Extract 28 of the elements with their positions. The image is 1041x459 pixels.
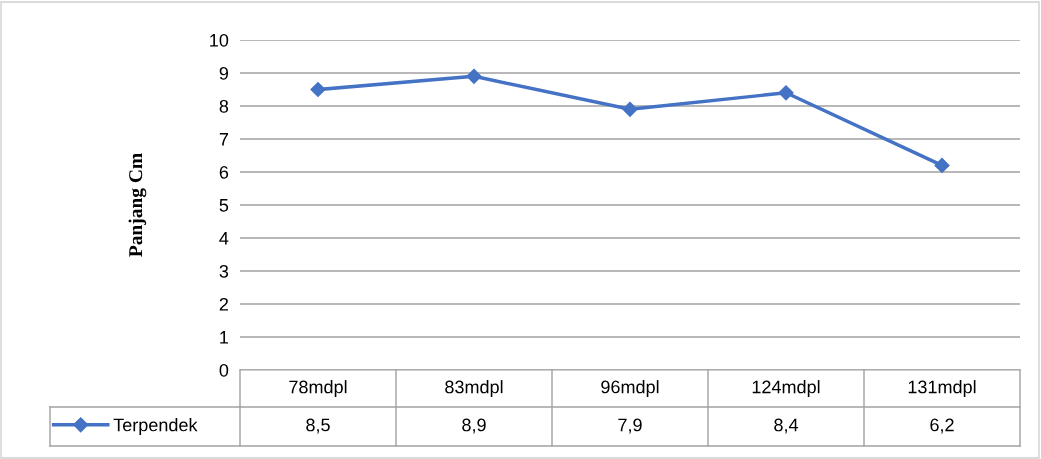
y-tick-label: 5 <box>219 199 229 212</box>
point <box>778 85 794 101</box>
data-label: 7,9 <box>618 418 642 434</box>
data-label: 6,2 <box>930 418 954 434</box>
legend-label: Terpendek <box>113 418 198 435</box>
y-tick-label: 6 <box>219 165 229 179</box>
x-tick-label: 131mdpl <box>908 380 976 397</box>
y-tick-label: 3 <box>219 264 229 278</box>
data-label: 8,5 <box>306 418 330 434</box>
data-label: 8,4 <box>774 418 799 434</box>
x-tick-label: 83mdpl <box>445 380 503 397</box>
point <box>310 81 326 98</box>
data-label: 8,9 <box>462 418 486 434</box>
x-tick-label: 124mdpl <box>752 380 820 397</box>
x-tick-label: 96mdpl <box>601 380 659 397</box>
x-tick-label: 78mdpl <box>289 380 347 397</box>
y-tick-label: 10 <box>210 33 229 47</box>
point <box>466 68 482 84</box>
point <box>934 157 950 173</box>
y-tick-label: 0 <box>219 363 229 377</box>
y-tick-label: 8 <box>219 99 229 113</box>
y-tick-label: 2 <box>219 297 228 311</box>
y-tick-label: 9 <box>219 66 229 80</box>
y-tick-label: 4 <box>219 232 229 245</box>
y-axis-title: Panjang Cm <box>128 153 147 257</box>
y-tick-label: 7 <box>219 133 228 146</box>
point <box>622 101 638 117</box>
y-tick-label: 1 <box>220 331 229 344</box>
